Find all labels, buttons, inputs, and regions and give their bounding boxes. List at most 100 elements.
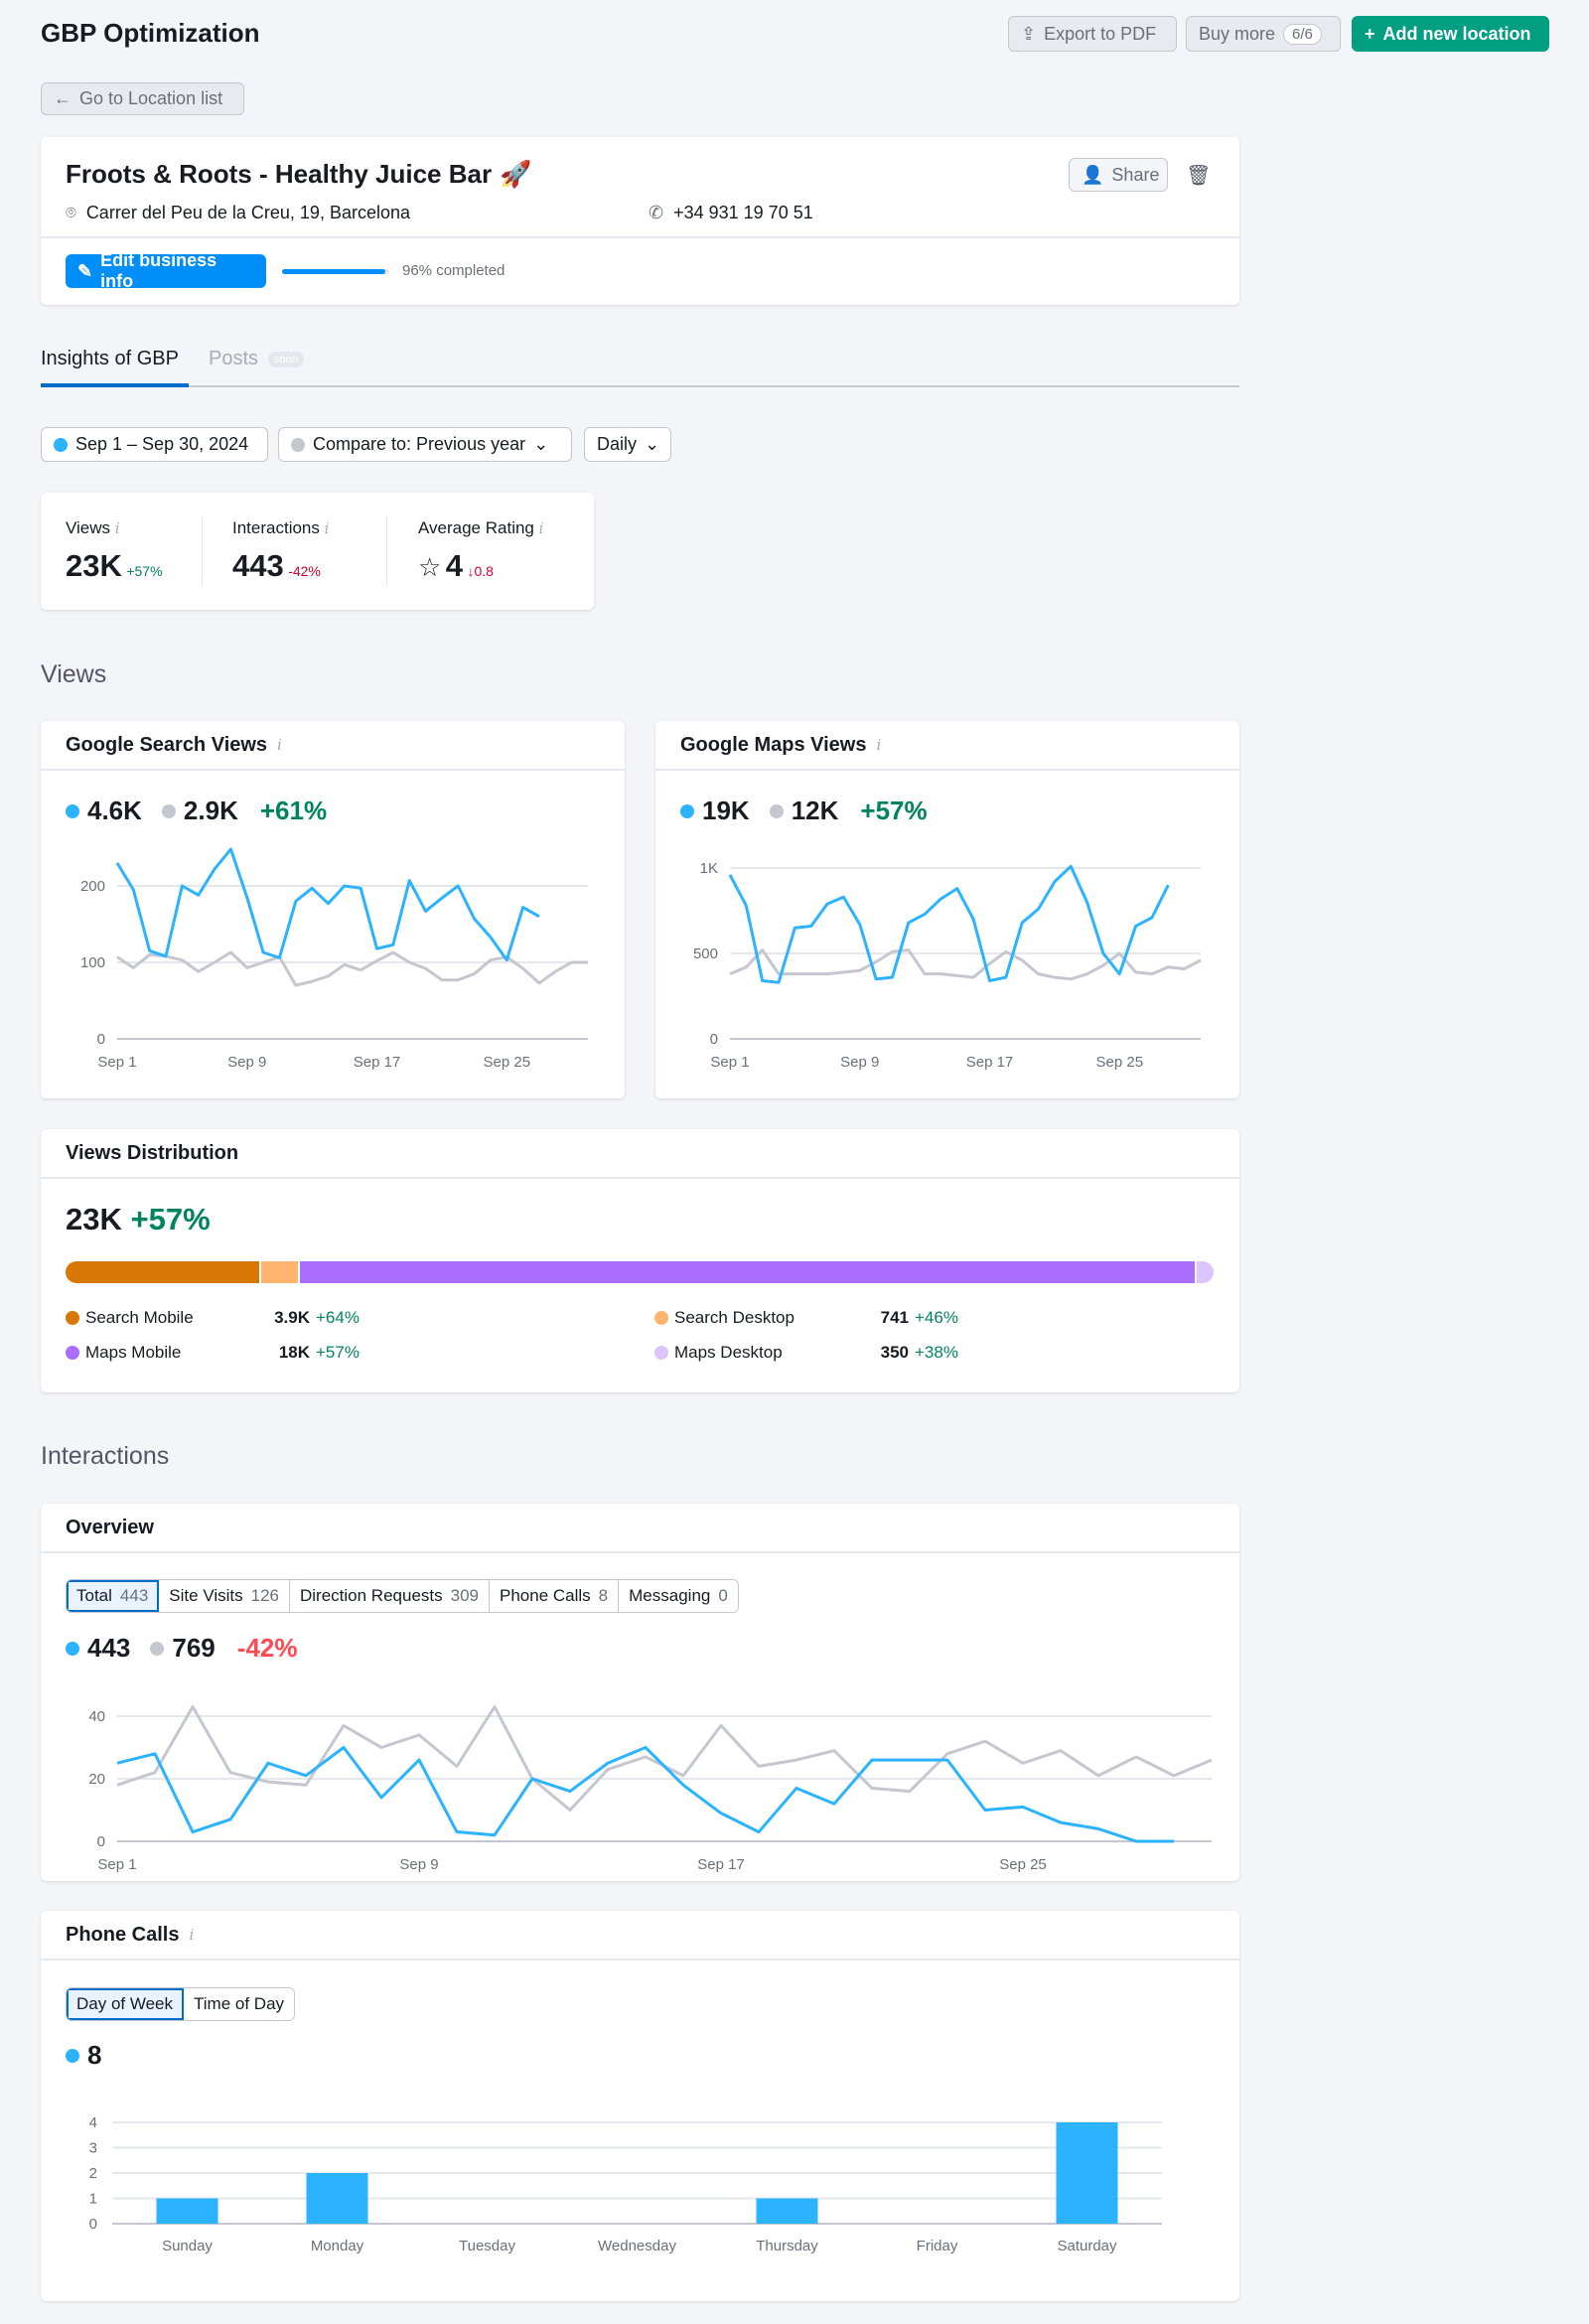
info-icon[interactable]: i: [189, 1926, 195, 1944]
info-icon[interactable]: i: [114, 519, 120, 537]
tab-count: 126: [250, 1586, 279, 1605]
distribution-segment[interactable]: [261, 1261, 299, 1283]
share-button[interactable]: 👤 Share: [1069, 158, 1168, 192]
distribution-segment[interactable]: [300, 1261, 1195, 1283]
export-pdf-button[interactable]: ⇪ Export to PDF: [1008, 16, 1177, 52]
tab-label: Posts: [209, 348, 259, 369]
info-icon[interactable]: i: [277, 736, 282, 754]
phone-icon: ✆: [649, 203, 664, 222]
legend-delta: +57%: [316, 1343, 360, 1362]
x-tick-label: Monday: [311, 2238, 364, 2254]
phone-row: ✆ +34 931 19 70 51: [649, 203, 813, 223]
trash-icon[interactable]: 🗑: [1186, 165, 1212, 187]
x-tick-label: Sep 25: [1096, 1054, 1144, 1071]
legend-value: 741: [880, 1308, 909, 1327]
edit-business-button[interactable]: ✎ Edit business info: [66, 250, 266, 291]
date-range-picker[interactable]: Sep 1 – Sep 30, 2024: [41, 427, 268, 462]
tab-label: Site Visits: [169, 1586, 243, 1605]
current-total: 19K: [702, 796, 750, 825]
bar-saturday[interactable]: [1056, 2122, 1118, 2224]
granularity-label: Daily: [597, 434, 638, 454]
kpi-value: 4: [445, 548, 464, 583]
kpi-interactions: Interactions i 443 -42%: [232, 518, 329, 584]
y-tick-label: 0: [89, 2216, 97, 2233]
legend-delta: +38%: [915, 1343, 958, 1362]
x-tick-label: Sep 9: [399, 1856, 438, 1873]
card-title: Phone Calls: [66, 1923, 180, 1946]
y-tick-label: 2: [89, 2165, 97, 2182]
current-dot: [66, 803, 79, 818]
current-period-line: [115, 847, 540, 962]
location-pin-icon: ⌾: [66, 203, 76, 222]
y-tick-label: 1: [89, 2191, 97, 2208]
distribution-bar: [66, 1261, 1214, 1283]
add-location-button[interactable]: + Add new location: [1352, 16, 1549, 52]
business-card: Froots & Roots - Healthy Juice Bar 🚀 👤 Sha…: [41, 137, 1239, 305]
x-tick-label: Sep 17: [354, 1054, 401, 1071]
tab-total[interactable]: Total 443: [67, 1580, 160, 1612]
interactions-chart: 0 20 40 Sep 1 Sep 9 Sep 17 Sep 25: [88, 1705, 1213, 1873]
distribution-segment[interactable]: [1196, 1261, 1214, 1283]
total-delta: +57%: [130, 1202, 211, 1236]
back-label: Go to Location list: [79, 88, 223, 108]
tab-insights[interactable]: Insights of GBP: [41, 348, 189, 387]
legend-item: Maps Mobile 18K +57%: [66, 1343, 360, 1363]
tab-messaging[interactable]: Messaging 0: [619, 1580, 738, 1612]
kpi-label: Interactions: [232, 518, 320, 537]
tab-site-visits[interactable]: Site Visits 126: [159, 1580, 290, 1612]
tab-day-of-week[interactable]: Day of Week: [67, 1988, 185, 2020]
buy-more-button[interactable]: Buy more 6/6: [1186, 16, 1341, 52]
tab-posts[interactable]: Posts soon: [209, 348, 304, 370]
previous-period-line: [116, 1705, 1213, 1812]
edit-label: Edit business info: [100, 250, 217, 291]
card-header: Overview: [41, 1504, 1239, 1553]
section-views-heading: Views: [41, 660, 107, 688]
star-icon: ☆: [418, 552, 442, 582]
bar-thursday[interactable]: [756, 2198, 818, 2225]
y-tick-label: 4: [89, 2114, 97, 2131]
search-views-card: Google Search Views i 4.6K 2.9K +61% 0 100 20…: [41, 721, 625, 1098]
legend-dot: [654, 1311, 668, 1325]
card-header: Phone Calls i: [41, 1911, 1239, 1961]
x-tick-label: Sep 1: [97, 1054, 136, 1071]
bar-monday[interactable]: [306, 2173, 368, 2224]
info-icon[interactable]: i: [324, 519, 330, 537]
y-tick-label: 0: [710, 1031, 718, 1048]
info-icon[interactable]: i: [538, 519, 544, 537]
distribution-segment[interactable]: [66, 1261, 260, 1283]
tab-phone-calls[interactable]: Phone Calls 8: [490, 1580, 620, 1612]
delta: -42%: [236, 1633, 298, 1663]
totals: 443 769 -42%: [66, 1633, 297, 1664]
export-label: Export to PDF: [1044, 23, 1157, 44]
info-icon[interactable]: i: [876, 736, 882, 754]
phone: +34 931 19 70 51: [673, 203, 813, 222]
totals: 19K 12K +57%: [680, 796, 928, 826]
current-dot: [680, 803, 694, 818]
overview-card: Overview Total 443 Site Visits 126 Direction…: [41, 1504, 1239, 1881]
tab-bar: [41, 385, 1239, 387]
arrow-left-icon: ←: [54, 88, 72, 108]
add-location-label: Add new location: [1382, 23, 1531, 44]
granularity-dropdown[interactable]: Daily ⌄: [584, 427, 671, 462]
tab-direction-requests[interactable]: Direction Requests 309: [290, 1580, 490, 1612]
y-tick-label: 20: [88, 1771, 105, 1788]
tab-label: Time of Day: [194, 1994, 285, 2013]
previous-total: 769: [172, 1633, 216, 1663]
add-user-icon: 👤: [1082, 164, 1104, 185]
y-tick-label: 40: [88, 1708, 105, 1725]
business-name-row: Froots & Roots - Healthy Juice Bar 🚀: [66, 159, 531, 190]
compare-dropdown[interactable]: Compare to: Previous year ⌄: [278, 427, 572, 462]
bar-sunday[interactable]: [156, 2198, 218, 2225]
kpi-views: Views i 23K +57%: [66, 518, 163, 584]
x-tick-label: Sep 9: [840, 1054, 879, 1071]
legend-label: Search Mobile: [85, 1308, 194, 1327]
back-to-locations-button[interactable]: ← Go to Location list: [41, 82, 244, 115]
y-tick-label: 1K: [700, 860, 718, 877]
delta: +61%: [259, 796, 328, 825]
tab-time-of-day[interactable]: Time of Day: [184, 1988, 295, 2020]
legend-label: Maps Desktop: [674, 1343, 783, 1362]
divider: [41, 236, 1239, 238]
divider: [202, 516, 203, 586]
legend-item: Search Mobile 3.9K +64%: [66, 1308, 360, 1328]
kpi-delta: +57%: [126, 563, 163, 579]
